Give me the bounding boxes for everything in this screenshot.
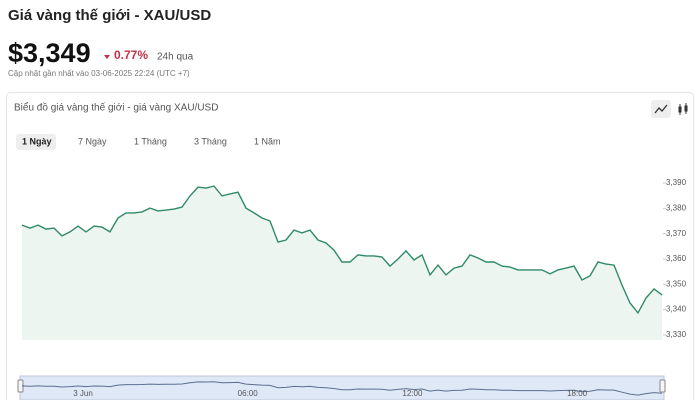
navigator-label: 06:00 — [238, 389, 259, 398]
price-line — [21, 185, 663, 315]
navigator-label: 18:00 — [567, 389, 588, 398]
range-button[interactable]: 1 Tháng — [134, 136, 167, 146]
y-tick-label: 3,330 — [666, 330, 687, 339]
range-button[interactable]: 3 Tháng — [194, 136, 227, 146]
y-tick-label: 3,380 — [666, 203, 687, 212]
change: 0.77% — [114, 48, 148, 62]
range-button[interactable]: 7 Ngày — [78, 136, 107, 146]
down-arrow — [104, 55, 110, 59]
line-view-button[interactable] — [651, 100, 671, 118]
y-tick-label: 3,390 — [666, 178, 687, 187]
page-title: Giá vàng thế giới - XAU/USD — [8, 7, 211, 24]
navigator-line — [21, 381, 663, 396]
navigator-label: 12:00 — [402, 389, 423, 398]
range-selected — [16, 134, 56, 150]
y-tick-label: 3,370 — [666, 229, 687, 238]
area-fill — [22, 186, 662, 340]
y-tick-label: 3,360 — [666, 254, 687, 263]
chart-title: Biểu đồ giá vàng thế giới - giá vàng XAU… — [14, 102, 218, 114]
navigator-handle[interactable] — [659, 379, 666, 393]
navigator[interactable] — [19, 375, 665, 401]
period: 24h qua — [157, 52, 194, 63]
updated: Cập nhật gần nhất vào 03-06-2025 22:24 (… — [8, 69, 190, 78]
navigator-label: 3 Jun — [73, 389, 93, 398]
candle-view-button[interactable] — [678, 103, 688, 115]
price: $3,349 — [8, 38, 91, 68]
range-button[interactable]: 1 Ngày — [22, 136, 52, 146]
range-button[interactable]: 1 Năm — [254, 136, 281, 146]
y-tick-label: 3,350 — [666, 279, 687, 288]
y-tick-label: 3,340 — [666, 305, 687, 314]
